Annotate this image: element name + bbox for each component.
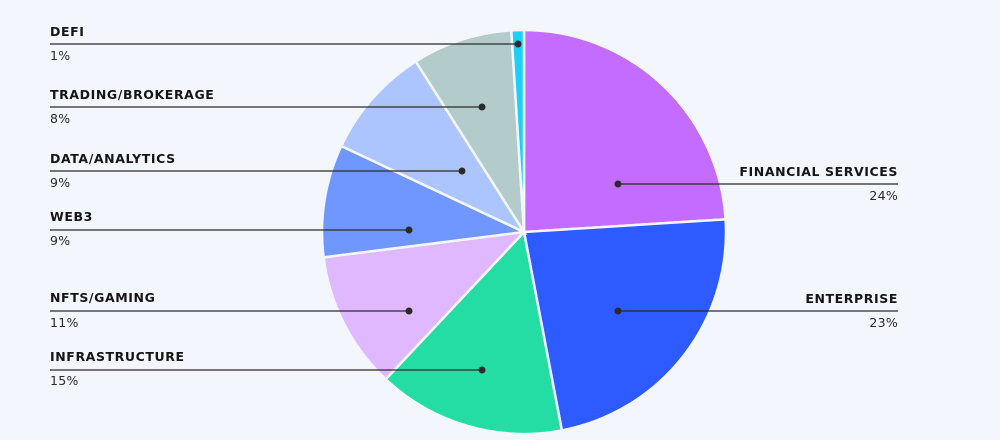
slice-label-data-analytics: DATA/ANALYTICS 9% [50, 151, 466, 190]
slice-percent-label: 11% [50, 315, 79, 330]
leader-dot [478, 366, 486, 374]
slice-label-nfts-gaming: NFTS/GAMING 11% [50, 290, 413, 330]
slice-category-label: NFTS/GAMING [50, 290, 155, 305]
slice-label-financial-services: FINANCIAL SERVICES 24% [614, 164, 898, 203]
pie-slice-enterprise [522, 217, 728, 432]
pie-slice-data-analytics [339, 59, 528, 235]
slice-label-trading-brokerage: TRADING/BROKERAGE 8% [50, 87, 486, 126]
leader-dot [458, 167, 466, 175]
slice-label-web3: WEB3 9% [50, 209, 413, 248]
slice-label-enterprise: ENTERPRISE 23% [614, 291, 898, 330]
slice-category-label: DATA/ANALYTICS [50, 151, 176, 166]
pie-slice-nfts-gaming [322, 230, 528, 382]
slice-percent-label: 24% [869, 188, 898, 203]
slice-label-infrastructure: INFRASTRUCTURE 15% [50, 349, 486, 388]
slice-percent-label: 8% [50, 111, 70, 126]
leader-dot [614, 180, 622, 188]
slice-category-label: ENTERPRISE [805, 291, 898, 306]
leader-dot [514, 40, 522, 48]
slice-category-label: FINANCIAL SERVICES [739, 164, 898, 179]
slice-category-label: DEFI [50, 24, 85, 39]
slice-percent-label: 23% [869, 315, 898, 330]
slice-percent-label: 1% [50, 48, 70, 63]
slice-percent-label: 9% [50, 175, 70, 190]
slice-category-label: TRADING/BROKERAGE [50, 87, 214, 102]
labels-layer: FINANCIAL SERVICES 24% ENTERPRISE 23% INFRAS… [50, 24, 898, 388]
leader-dot [478, 103, 486, 111]
slice-category-label: WEB3 [50, 209, 93, 224]
slice-percent-label: 15% [50, 373, 79, 388]
leader-dot [614, 307, 622, 315]
leader-dot [405, 226, 413, 234]
leader-dot [405, 307, 413, 315]
pie-slice-financial-services [522, 28, 727, 234]
slice-category-label: INFRASTRUCTURE [50, 349, 185, 364]
pie-slice-defi [509, 28, 526, 233]
slice-label-defi: DEFI 1% [50, 24, 522, 63]
slices-layer [320, 28, 728, 436]
pie-slice-trading-brokerage [414, 29, 526, 233]
pie-slice-infrastructure [383, 229, 564, 436]
slice-percent-label: 9% [50, 233, 70, 248]
